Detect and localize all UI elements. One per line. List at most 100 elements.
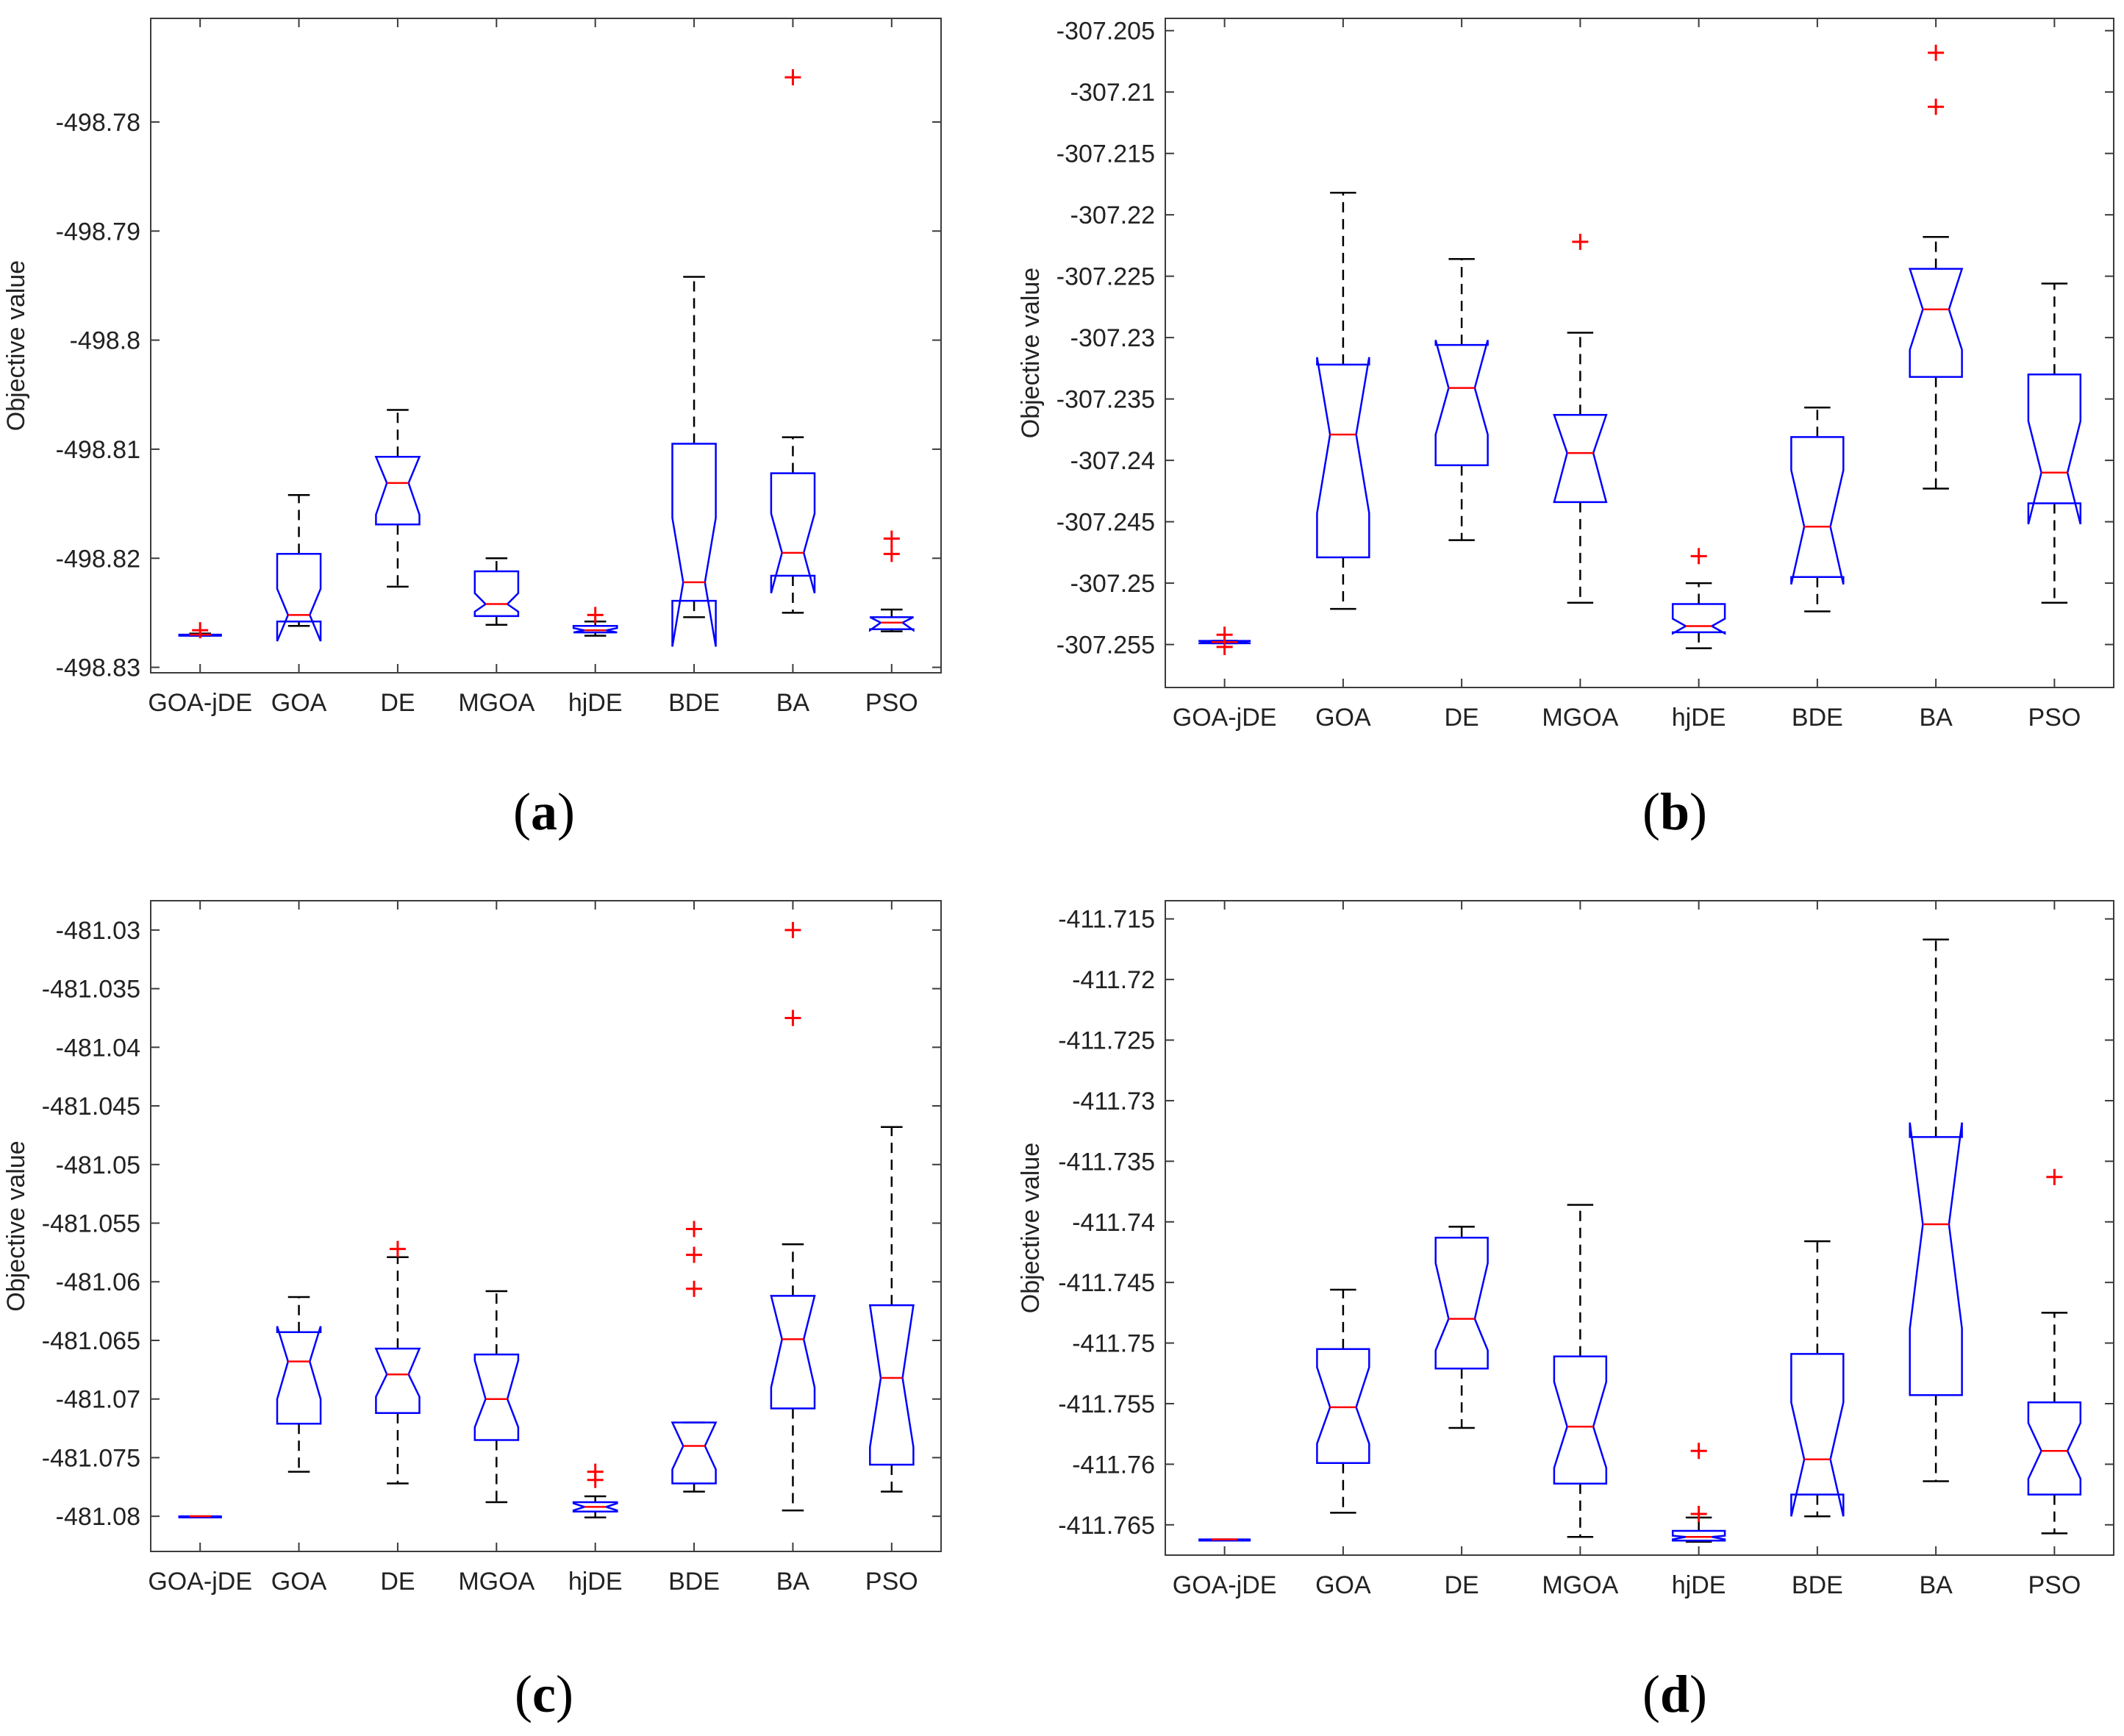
box-body xyxy=(1790,1353,1845,1517)
box-body xyxy=(770,1295,816,1410)
box-body xyxy=(572,1501,618,1513)
outlier-marker xyxy=(1572,233,1589,250)
x-tick-label: hjDE xyxy=(1672,704,1726,732)
x-tick-label: DE xyxy=(380,689,415,717)
x-tick-label: PSO xyxy=(865,1568,918,1596)
box-hjDE: hjDE xyxy=(1672,18,1726,732)
x-tick-label: hjDE xyxy=(568,1568,623,1596)
box-PSO: PSO xyxy=(2027,901,2082,1599)
box-MGOA: MGOA xyxy=(458,901,535,1596)
outlier-marker xyxy=(587,607,604,624)
panel-label: (b) xyxy=(1642,782,1707,841)
box-body xyxy=(276,1326,322,1425)
outlier-marker xyxy=(389,1240,406,1257)
box-BA: BA xyxy=(1908,18,1964,732)
box-hjDE: hjDE xyxy=(568,18,623,717)
box-PSO: PSO xyxy=(865,18,918,717)
box-body xyxy=(1908,268,1964,378)
outlier-marker xyxy=(1690,1443,1707,1460)
panel-label-open: ( xyxy=(515,1665,532,1724)
outlier-marker xyxy=(1690,1505,1707,1522)
box-GOA-jDE: GOA-jDE xyxy=(1173,18,1277,732)
box-DE: DE xyxy=(374,18,421,717)
outlier-marker xyxy=(784,921,801,938)
box-body xyxy=(770,472,816,594)
y-tick-label: -307.24 xyxy=(1070,447,1155,475)
box-body xyxy=(374,1347,421,1415)
chart-panel-a: -498.83 -498.82 -498.81 -498.8 -498.79 -498.7… xyxy=(2,18,942,841)
box-GOA: GOA xyxy=(1315,18,1371,732)
panel-label-close: ) xyxy=(1689,1665,1707,1724)
box-body xyxy=(178,1515,222,1519)
outlier-marker xyxy=(784,1010,801,1026)
x-tick-label: DE xyxy=(1445,1571,1479,1599)
y-tick-label: -307.23 xyxy=(1070,324,1155,352)
outlier-marker xyxy=(784,69,801,86)
box-body xyxy=(671,1421,718,1485)
x-tick-label: GOA-jDE xyxy=(148,689,252,717)
x-tick-label: hjDE xyxy=(568,689,623,717)
y-axis-label: Objective value xyxy=(2,260,30,431)
outlier-marker xyxy=(1928,99,1945,115)
box-body xyxy=(572,624,618,634)
panel-label-letter: b xyxy=(1660,782,1689,841)
box-body xyxy=(1434,340,1489,467)
box-GOA: GOA xyxy=(271,18,327,717)
y-tick-label: -411.745 xyxy=(1058,1269,1155,1297)
y-axis-label: Objective value xyxy=(2,1140,30,1311)
x-tick-label: DE xyxy=(380,1568,415,1596)
y-tick-label: -411.72 xyxy=(1072,966,1155,994)
x-tick-label: MGOA xyxy=(1542,704,1618,732)
plot-area xyxy=(1165,900,2114,1556)
outlier-marker xyxy=(1928,44,1945,61)
y-tick-label: -481.08 xyxy=(56,1503,140,1531)
box-DE: DE xyxy=(374,901,421,1596)
box-body xyxy=(1434,1236,1489,1370)
x-tick-label: hjDE xyxy=(1672,1571,1726,1599)
box-body xyxy=(869,616,915,632)
x-tick-label: GOA-jDE xyxy=(1173,704,1277,732)
x-tick-label: GOA xyxy=(1315,704,1371,732)
x-tick-label: BA xyxy=(776,1568,810,1596)
chart-panel-c: -481.08 -481.075 -481.07 -481.065 -481.06 -48… xyxy=(2,900,942,1724)
box-body xyxy=(1671,603,1726,635)
x-tick-label: BA xyxy=(1919,704,1953,732)
box-body xyxy=(2027,373,2082,525)
outlier-marker xyxy=(686,1246,703,1263)
y-tick-label: -307.225 xyxy=(1056,263,1155,291)
panel-label: (a) xyxy=(513,782,575,841)
x-tick-label: GOA xyxy=(271,689,327,717)
y-tick-label: -498.82 xyxy=(56,545,140,573)
y-axis-label: Objective value xyxy=(1017,268,1045,438)
panel-label-open: ( xyxy=(1642,1665,1660,1724)
box-hjDE: hjDE xyxy=(1672,901,1726,1599)
box-MGOA: MGOA xyxy=(1542,18,1619,732)
y-tick-label: -411.73 xyxy=(1072,1087,1155,1115)
outlier-marker xyxy=(883,530,900,547)
y-tick-label: -307.245 xyxy=(1056,509,1155,537)
x-tick-label: MGOA xyxy=(458,689,534,717)
box-PSO: PSO xyxy=(865,901,918,1596)
y-tick-label: -481.06 xyxy=(56,1268,140,1296)
box-BDE: BDE xyxy=(668,18,720,717)
box-BDE: BDE xyxy=(1790,18,1845,732)
box-DE: DE xyxy=(1434,901,1489,1599)
box-body xyxy=(671,443,717,647)
y-tick-label: -411.725 xyxy=(1058,1027,1155,1055)
plot-area xyxy=(150,18,942,674)
box-MGOA: MGOA xyxy=(458,18,535,717)
box-body xyxy=(1553,1355,1608,1485)
box-body xyxy=(868,1304,915,1466)
x-tick-label: BDE xyxy=(1792,1571,1843,1599)
x-tick-label: MGOA xyxy=(1542,1571,1618,1599)
y-tick-label: -411.765 xyxy=(1058,1512,1155,1540)
x-tick-label: DE xyxy=(1445,704,1479,732)
y-tick-label: -481.04 xyxy=(56,1034,140,1062)
panel-label-letter: d xyxy=(1660,1665,1689,1724)
y-tick-label: -411.735 xyxy=(1058,1148,1155,1176)
x-tick-label: BDE xyxy=(1792,704,1843,732)
x-tick-label: GOA xyxy=(271,1568,327,1596)
box-PSO: PSO xyxy=(2027,18,2082,732)
outlier-marker xyxy=(192,622,209,639)
chart-panel-b: -307.255 -307.25 -307.245 -307.24 -307.235 -3… xyxy=(1017,18,2114,841)
